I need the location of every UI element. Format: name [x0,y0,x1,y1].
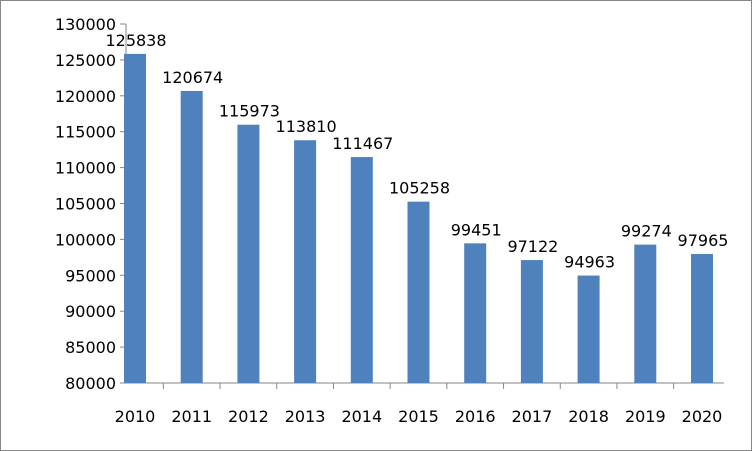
bar-2019 [634,244,657,383]
y-tick-label: 115000 [55,123,116,142]
bar-2016 [464,243,487,383]
bar-2015 [407,201,430,383]
bar-2011 [180,90,203,383]
bar-2018 [577,275,600,383]
data-label-2011: 120674 [162,68,223,87]
data-label-2020: 97965 [678,231,729,250]
bar-2014 [350,157,373,383]
data-label-2013: 113810 [276,117,337,136]
y-tick-label: 130000 [55,15,116,34]
y-tick-label: 105000 [55,195,116,214]
x-tick-label-2014: 2014 [341,407,382,426]
bar-2020 [691,254,713,383]
x-tick-label-2017: 2017 [512,407,553,426]
data-label-2015: 105258 [389,179,450,198]
data-label-2012: 115973 [219,102,280,121]
y-tick-label: 90000 [65,302,116,321]
data-label-2014: 111467 [332,134,393,153]
data-label-2017: 97122 [507,237,558,256]
data-label-2016: 99451 [451,220,502,239]
y-tick-label: 80000 [65,374,116,393]
y-tick-label: 120000 [55,87,116,106]
x-tick-label-2020: 2020 [682,407,723,426]
y-tick-label: 95000 [65,266,116,285]
y-tick-label: 125000 [55,51,116,70]
x-tick-label-2019: 2019 [625,407,666,426]
x-tick-label-2016: 2016 [455,407,496,426]
bar-2010 [124,53,146,384]
x-tick-label-2015: 2015 [398,407,439,426]
bar-2013 [294,140,317,383]
bar-2012 [237,124,260,383]
y-tick-label: 85000 [65,338,116,357]
bar-2017 [520,260,543,383]
x-tick-label-2013: 2013 [285,407,326,426]
data-label-2010: 125838 [105,31,166,50]
data-label-2019: 99274 [621,222,672,241]
x-tick-label-2018: 2018 [568,407,609,426]
y-tick-label: 110000 [55,159,116,178]
data-label-2018: 94963 [564,253,615,272]
x-tick-label-2012: 2012 [228,407,269,426]
y-tick-label: 100000 [55,230,116,249]
x-tick-label-2011: 2011 [171,407,212,426]
x-tick-label-2010: 2010 [115,407,156,426]
